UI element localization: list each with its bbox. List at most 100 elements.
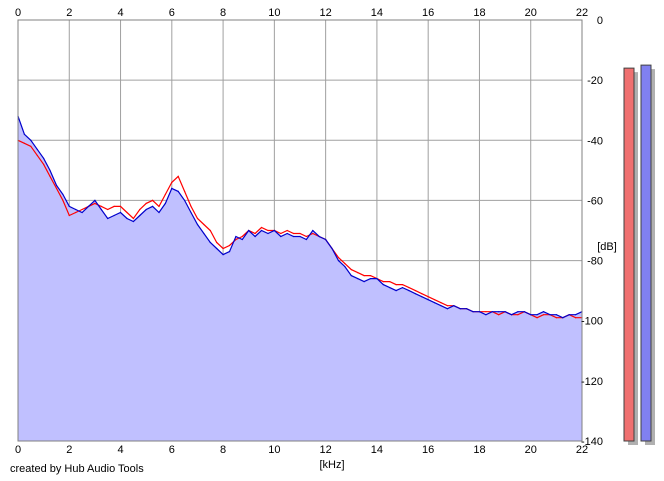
series-point-0: [43, 157, 45, 159]
x-tick-label-bottom: 22: [576, 444, 588, 456]
series-point-0: [363, 281, 365, 283]
series-point-0: [382, 284, 384, 286]
series-point-1: [94, 202, 96, 204]
series-point-1: [126, 211, 128, 214]
series-point-1: [350, 269, 352, 271]
y-tick-label: -80: [587, 256, 603, 268]
series-point-0: [158, 211, 160, 214]
series-point-0: [491, 311, 493, 313]
series-point-0: [446, 308, 448, 310]
series-point-0: [517, 311, 519, 313]
series-point-1: [177, 175, 179, 177]
series-point-1: [299, 232, 301, 235]
series-point-1: [235, 238, 237, 241]
series-point-1: [196, 217, 199, 220]
series-point-1: [421, 293, 423, 295]
x-tick-label-bottom: 10: [268, 444, 280, 456]
x-tick-label-top: 12: [320, 7, 332, 19]
series-point-0: [555, 314, 558, 316]
series-point-0: [241, 238, 243, 241]
x-tick-label-bottom: 0: [15, 444, 21, 456]
x-axis-label: [kHz]: [319, 459, 344, 471]
series-point-0: [75, 208, 77, 211]
series-point-0: [126, 217, 128, 220]
series-point-1: [286, 229, 288, 232]
x-ticks-top: 0 2 4 6 8 10 12 14 16 18 20 22: [15, 7, 588, 19]
series-point-1: [401, 284, 404, 286]
series-point-0: [414, 293, 416, 295]
series-point-0: [523, 311, 525, 313]
series-point-1: [293, 232, 295, 235]
series-point-0: [190, 211, 192, 214]
series-point-1: [260, 226, 263, 229]
series-point-0: [498, 311, 500, 313]
series-point-0: [369, 278, 372, 280]
series-point-1: [222, 247, 224, 250]
series-point-1: [184, 190, 186, 192]
series-point-0: [132, 220, 134, 223]
series-point-0: [542, 311, 545, 313]
series-point-1: [363, 275, 365, 277]
series-point-0: [286, 232, 288, 235]
series-point-1: [158, 205, 160, 207]
series-point-0: [209, 241, 211, 244]
x-tick-label-top: 16: [422, 7, 434, 19]
spectrum-fill: [18, 116, 582, 441]
series-point-1: [43, 163, 45, 165]
series-point-0: [376, 278, 378, 280]
series-point-0: [530, 314, 532, 316]
series-point-0: [408, 290, 410, 292]
y-axis-label: [dB]: [597, 241, 617, 253]
series-point-1: [152, 199, 154, 201]
series-point-0: [49, 169, 51, 171]
series-point-1: [280, 232, 282, 235]
x-tick-label-top: 18: [473, 7, 485, 19]
series-point-0: [453, 305, 455, 307]
series-point-0: [280, 235, 282, 238]
series-point-0: [401, 287, 404, 289]
series-point-1: [575, 317, 577, 319]
x-tick-label-bottom: 4: [117, 444, 123, 456]
series-point-1: [209, 229, 211, 232]
series-point-0: [228, 251, 231, 253]
series-point-1: [408, 287, 410, 289]
series-point-0: [36, 148, 38, 150]
series-point-1: [305, 235, 307, 238]
x-ticks-bottom: 0 2 4 6 8 10 12 14 16 18 20 22: [15, 444, 588, 456]
series-point-0: [562, 317, 564, 319]
plot-frame: [17, 19, 583, 442]
credit-text: created by Hub Audio Tools: [10, 463, 144, 475]
series-point-1: [536, 317, 538, 319]
series-point-1: [357, 272, 359, 274]
series-point-0: [254, 235, 256, 238]
x-tick-label-bottom: 8: [220, 444, 226, 456]
series-point-1: [62, 199, 64, 201]
series-point-1: [312, 232, 314, 235]
series-point-0: [235, 235, 237, 238]
series-point-1: [113, 205, 115, 207]
series-point-0: [30, 139, 32, 141]
series-point-1: [254, 232, 256, 235]
series-point-1: [49, 175, 51, 177]
series-point-0: [196, 223, 199, 226]
series-point-0: [427, 299, 429, 301]
series-point-0: [299, 235, 301, 238]
series-point-0: [68, 205, 70, 207]
series-point-0: [119, 211, 122, 214]
series-point-0: [145, 208, 147, 211]
series-point-1: [389, 281, 391, 283]
series-point-0: [293, 235, 295, 238]
y-ticks: 0 -20 -40 -60 -80 -100 -120 -140: [581, 15, 603, 448]
series-point-1: [267, 229, 269, 232]
y-tick-label: -120: [581, 376, 603, 388]
series-point-1: [542, 314, 545, 316]
x-tick-label-bottom: 16: [422, 444, 434, 456]
series-point-0: [389, 287, 391, 289]
series-point-0: [421, 296, 423, 298]
x-tick-label-bottom: 2: [66, 444, 72, 456]
series-point-1: [203, 223, 205, 226]
series-point-0: [344, 266, 346, 268]
series-point-0: [100, 208, 102, 211]
series-point-1: [145, 202, 147, 204]
series-point-0: [459, 308, 461, 310]
